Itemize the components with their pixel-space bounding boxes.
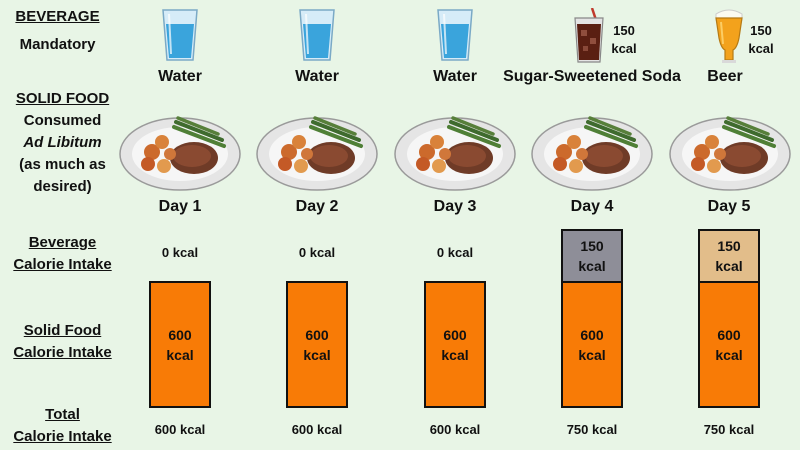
steak-plate-icon: [669, 116, 791, 191]
beverage-name-3: Water: [433, 68, 477, 85]
soda-glass-icon: [574, 8, 604, 63]
total-calorie-label: Total Calorie Intake: [13, 406, 112, 445]
beverage-kcal-3: 0 kcal: [436, 245, 474, 260]
beverage-kcal-1: 0 kcal: [161, 245, 199, 260]
beverage-mandatory-label: Mandatory: [19, 36, 96, 53]
total-kcal-5: 750 kcal: [703, 422, 755, 437]
soda-beverage-bar: 150 kcal: [561, 229, 623, 283]
steak-plate-icon: [531, 116, 653, 191]
beverage-name-1: Water: [158, 68, 202, 85]
solid-food-bar-3: 600 kcal: [424, 281, 486, 408]
steak-plate-icon: [119, 116, 241, 191]
day-label-1: Day 1: [158, 198, 202, 215]
day-label-3: Day 3: [433, 198, 477, 215]
total-kcal-4: 750 kcal: [566, 422, 618, 437]
solid-food-description: Consumed Ad Libitum (as much as desired): [19, 112, 106, 195]
solid-food-bar-1: 600 kcal: [149, 281, 211, 408]
water-glass-icon: [437, 9, 473, 61]
solid-food-heading: SOLID FOOD: [15, 90, 110, 107]
steak-plate-icon: [394, 116, 516, 191]
solid-food-bar-2: 600 kcal: [286, 281, 348, 408]
solid-food-bar-4: 600 kcal: [561, 281, 623, 408]
water-glass-icon: [162, 9, 198, 61]
beverage-name-4: Sugar-Sweetened Soda: [503, 68, 681, 85]
solid-calorie-label: Solid Food Calorie Intake: [13, 322, 112, 361]
total-kcal-1: 600 kcal: [154, 422, 206, 437]
beer-glass-icon: [715, 9, 743, 63]
beverage-kcal-2: 0 kcal: [298, 245, 336, 260]
beverage-calorie-label: Beverage Calorie Intake: [13, 234, 112, 273]
water-glass-icon: [299, 9, 335, 61]
day-label-4: Day 4: [570, 198, 614, 215]
beer-beverage-bar: 150 kcal: [698, 229, 760, 283]
soda-icon-kcal: 150 kcal: [611, 23, 637, 56]
total-kcal-2: 600 kcal: [291, 422, 343, 437]
solid-food-bar-5: 600 kcal: [698, 281, 760, 408]
day-label-2: Day 2: [295, 198, 339, 215]
day-label-5: Day 5: [707, 198, 751, 215]
total-kcal-3: 600 kcal: [429, 422, 481, 437]
beer-icon-kcal: 150 kcal: [748, 23, 774, 56]
beverage-name-2: Water: [295, 68, 339, 85]
beverage-name-5: Beer: [707, 68, 743, 85]
steak-plate-icon: [256, 116, 378, 191]
beverage-heading: BEVERAGE: [15, 8, 100, 25]
